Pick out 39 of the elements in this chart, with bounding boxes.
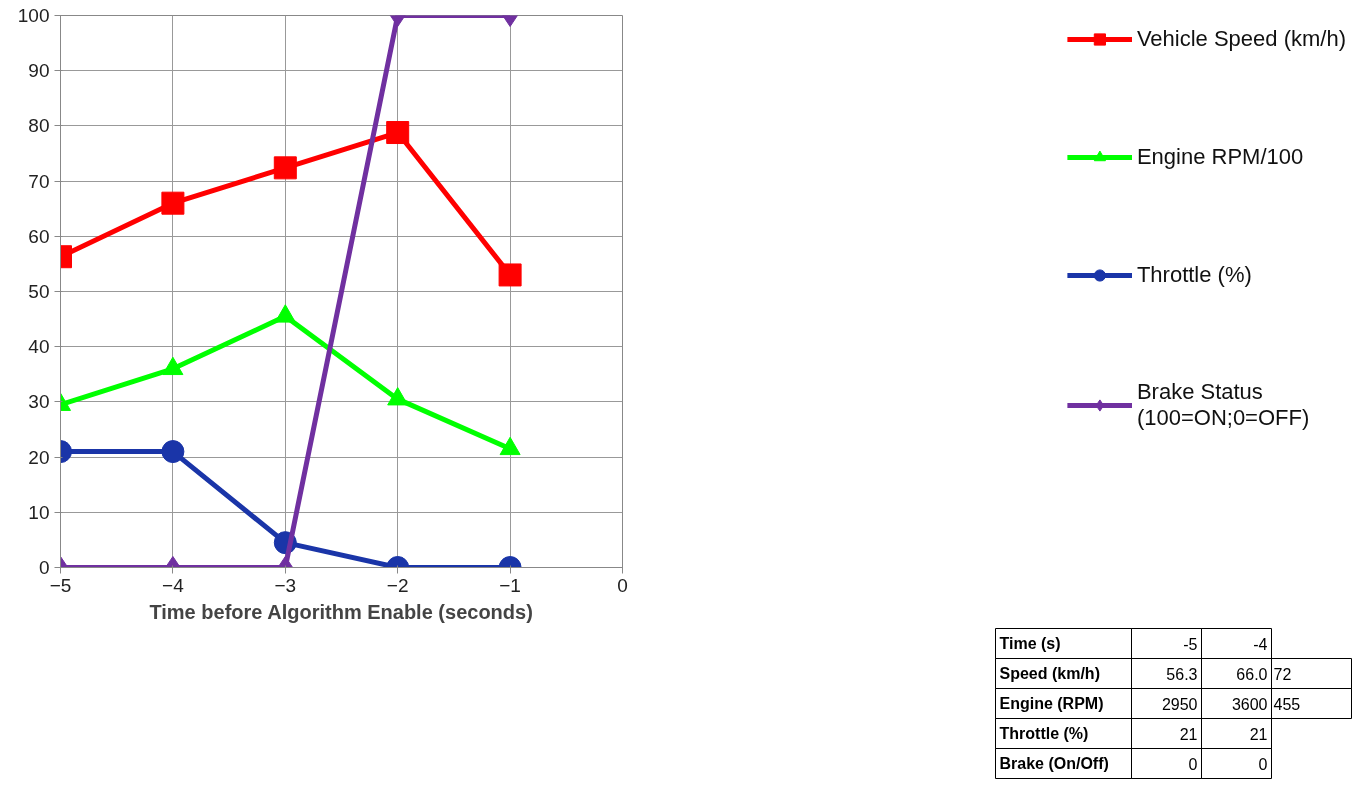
y-tick-label: 80 bbox=[28, 115, 50, 137]
legend-label: Vehicle Speed (km/h) bbox=[1136, 26, 1346, 52]
text: -4 bbox=[1253, 635, 1268, 653]
x-tick-label: −5 bbox=[49, 574, 72, 596]
x-tick-label: 0 bbox=[617, 574, 628, 596]
y-tick-label: 50 bbox=[28, 281, 50, 302]
text: 56.3 bbox=[1166, 665, 1198, 683]
text: 66.0 bbox=[1236, 665, 1268, 683]
y-tick-label: 100 bbox=[17, 5, 50, 26]
text: 0 bbox=[1188, 755, 1198, 773]
y-tick-label: 70 bbox=[28, 170, 50, 192]
y-tick-label: 10 bbox=[28, 501, 50, 523]
text: Time (s) bbox=[999, 635, 1061, 652]
y-tick-label: 90 bbox=[28, 60, 50, 82]
x-tick-label: −3 bbox=[274, 574, 297, 596]
x-axis-title: Time before Algorithm Enable (seconds) bbox=[149, 600, 533, 623]
text: Engine (RPM) bbox=[999, 695, 1104, 712]
legend-label: Throttle (%) bbox=[1136, 262, 1252, 288]
text: 21 bbox=[1179, 725, 1198, 743]
text: Brake (On/Off) bbox=[999, 755, 1109, 772]
text: 3600 bbox=[1231, 695, 1268, 713]
x-tick-label: −2 bbox=[386, 574, 409, 596]
y-tick-label: 60 bbox=[28, 225, 50, 247]
y-tick-label: 20 bbox=[28, 446, 50, 468]
text: Throttle (%) bbox=[999, 725, 1089, 742]
y-tick-label: 30 bbox=[28, 391, 50, 413]
text: Speed (km/h) bbox=[999, 665, 1100, 682]
y-tick-label: 40 bbox=[28, 336, 50, 358]
text: 72 bbox=[1273, 665, 1292, 683]
text: -5 bbox=[1183, 635, 1198, 653]
text: 455 bbox=[1273, 695, 1301, 713]
text: 21 bbox=[1249, 725, 1268, 743]
y-tick-label: 0 bbox=[38, 557, 50, 578]
text: 0 bbox=[1258, 755, 1268, 773]
text: 2950 bbox=[1161, 695, 1198, 713]
x-tick-label: −1 bbox=[499, 574, 521, 596]
legend-label: Engine RPM/100 bbox=[1136, 144, 1304, 170]
legend-label: Brake Status (100=ON;0=OFF) bbox=[1136, 379, 1310, 431]
x-tick-label: −4 bbox=[162, 574, 185, 596]
